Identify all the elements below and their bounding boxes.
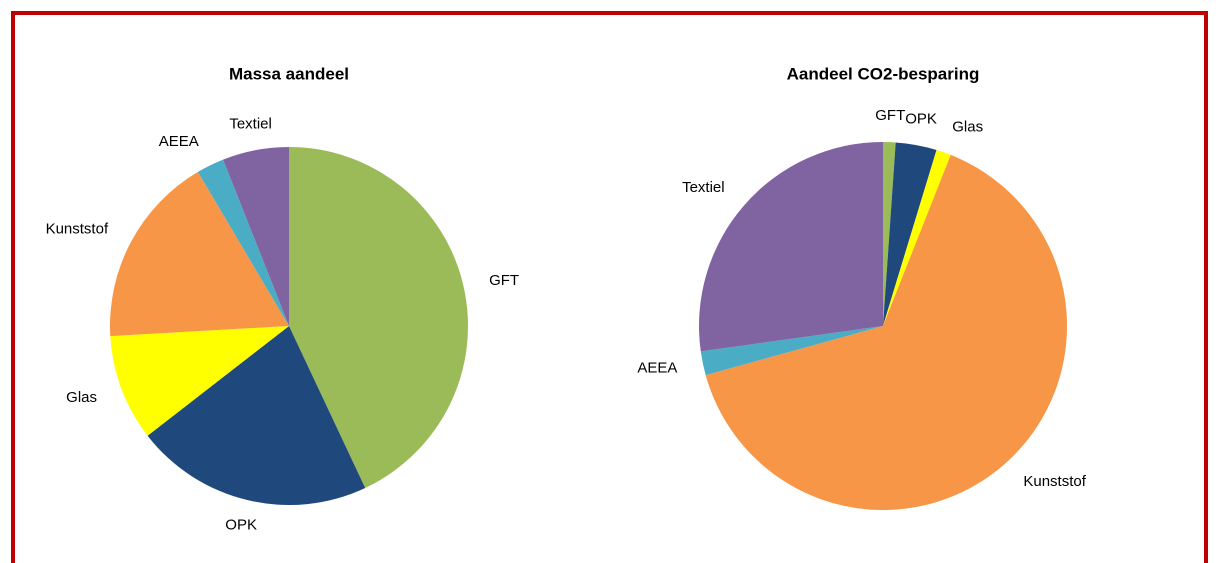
pie-slice (700, 326, 883, 376)
slice-label: OPK (905, 110, 937, 127)
pie-slice (883, 142, 937, 326)
pie-slice (699, 142, 883, 352)
frame (11, 11, 1208, 563)
pie-slice (705, 154, 1068, 510)
slice-label: Glas (952, 119, 983, 136)
pie-slice (147, 326, 366, 506)
slice-label: Textiel (682, 179, 725, 196)
pie-slice (289, 147, 468, 488)
pie-slice (110, 171, 289, 337)
slice-label: Kunststof (46, 220, 109, 237)
pie-slice (197, 159, 289, 326)
slice-label: GFT (489, 272, 519, 289)
slice-label: Glas (66, 389, 97, 406)
slice-label: AEEA (637, 360, 677, 377)
chart-title: Aandeel CO2-besparing (787, 64, 980, 83)
chart-title: Massa aandeel (229, 64, 349, 83)
pie-slice (223, 147, 289, 326)
pie-slice (883, 142, 896, 326)
pie-slice (883, 149, 951, 326)
slice-label: Textiel (229, 116, 272, 133)
pie-slice (110, 326, 289, 436)
slice-label: GFT (875, 107, 905, 124)
slice-label: AEEA (159, 133, 199, 150)
slice-label: OPK (225, 516, 257, 533)
slice-label: Kunststof (1023, 473, 1086, 490)
